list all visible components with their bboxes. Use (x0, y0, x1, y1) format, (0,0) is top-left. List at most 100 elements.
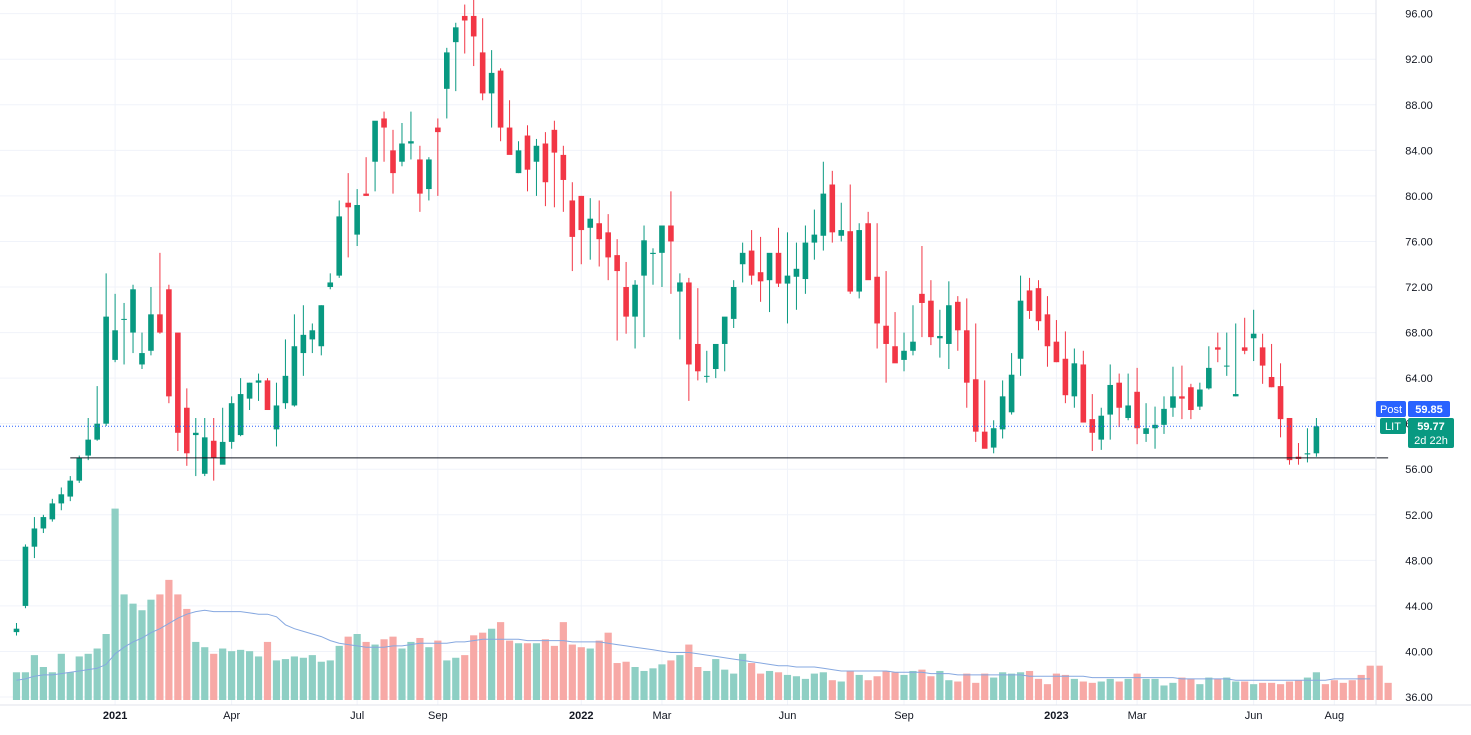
volume-bar (595, 640, 603, 700)
time-tick-label: Mar (652, 710, 671, 722)
volume-bar (1259, 682, 1267, 700)
candle-body (730, 287, 737, 319)
candle-body (354, 205, 360, 235)
candle-body (157, 314, 163, 333)
candle-body (390, 150, 396, 174)
volume-bar (532, 643, 541, 700)
price-axis[interactable]: 96.00 92.00 88.00 84.00 80.00 76.00 72.00 68.00… (1405, 9, 1433, 704)
candle-body (811, 234, 818, 243)
volume-bar (1267, 682, 1276, 700)
candle-body (1197, 389, 1203, 407)
volume-bar (541, 639, 550, 700)
time-tick-label: Jun (1245, 710, 1263, 722)
candle-body (1026, 290, 1033, 311)
volume-bar (1357, 674, 1365, 700)
candle-body (452, 27, 459, 43)
candle-body (1134, 391, 1140, 429)
volume-bar (1196, 684, 1204, 700)
price-tick-label: 84.00 (1405, 145, 1433, 157)
volume-bar (48, 672, 56, 700)
candle-body (972, 379, 979, 432)
volume-bar (1339, 682, 1347, 700)
time-tick-label: Jul (350, 710, 364, 722)
candle-body (497, 70, 504, 128)
volume-bar (837, 681, 845, 700)
candle-body (336, 216, 343, 276)
volume-bar (676, 655, 684, 700)
candle-body (838, 230, 845, 236)
candle-body (461, 15, 468, 21)
candle-body (999, 396, 1006, 430)
candle-body (255, 380, 262, 383)
candle-body (67, 480, 74, 497)
time-axis[interactable]: 2021 Apr Jul Sep 2022 Mar Jun Sep 2023 Mar Jun Aug (103, 710, 1344, 722)
candle-body (856, 230, 862, 292)
volume-bar (1097, 681, 1105, 700)
candle-body (668, 225, 674, 242)
volume-bar (1205, 677, 1213, 700)
volume-bar (1178, 677, 1186, 700)
volume-bar (649, 668, 657, 700)
post-label: Post (1380, 404, 1402, 416)
volume-bar (1088, 682, 1096, 700)
volume-bar (1214, 678, 1222, 700)
candle-body (1214, 347, 1221, 350)
candle-body (506, 127, 513, 155)
volume-bar (129, 603, 137, 700)
candle-body (533, 145, 540, 162)
volume-bar (864, 680, 872, 700)
candle-body (623, 287, 629, 317)
candle-body (363, 193, 369, 196)
candle-body (13, 628, 20, 633)
candle-body (695, 343, 701, 372)
candle-body (399, 143, 405, 162)
volume-bar (1348, 680, 1356, 700)
candle-body (488, 72, 495, 94)
volume-bar (1061, 674, 1069, 700)
candle-body (479, 52, 486, 94)
candle-body (381, 118, 387, 128)
volume-bar (990, 677, 998, 700)
candle-body (470, 15, 477, 37)
time-tick-label: 2023 (1044, 710, 1068, 722)
candle-body (345, 202, 351, 208)
candle-body (1313, 426, 1320, 454)
volume-bar (730, 673, 738, 700)
volume-bar (488, 628, 496, 700)
volume-bar (667, 660, 675, 700)
volume-bar (57, 653, 65, 700)
candle-body (1116, 382, 1122, 408)
candle-body (847, 231, 854, 292)
price-tick-label: 56.00 (1405, 464, 1433, 476)
candle-body (793, 268, 800, 277)
candle-body (192, 432, 199, 436)
candle-body (515, 150, 522, 174)
candle-body (605, 232, 611, 258)
candle-body (955, 301, 961, 331)
volume-bar (604, 632, 612, 700)
volume-bar (774, 672, 783, 700)
volume-bar (39, 667, 47, 700)
volume-bar (407, 641, 415, 700)
candle-body (103, 316, 109, 424)
candle-body (928, 300, 934, 338)
candle-body (820, 193, 827, 236)
volume-bar (792, 676, 801, 700)
candle-body (963, 330, 970, 383)
post-price-badge: Post 59.85 (1376, 401, 1450, 417)
volume-bar (192, 641, 200, 700)
candle-body (1206, 367, 1212, 389)
candle-body (40, 517, 47, 529)
candle-body (551, 129, 558, 153)
candlesticks (13, 0, 1320, 636)
volume-bar (1223, 677, 1231, 700)
volume-bar (84, 653, 92, 700)
volume-bar (1375, 665, 1383, 700)
volume-bar (380, 639, 388, 700)
volume-bar (102, 634, 110, 700)
volume-bar (586, 648, 594, 700)
volume-bar (1133, 673, 1141, 700)
volume-bar (452, 657, 460, 700)
